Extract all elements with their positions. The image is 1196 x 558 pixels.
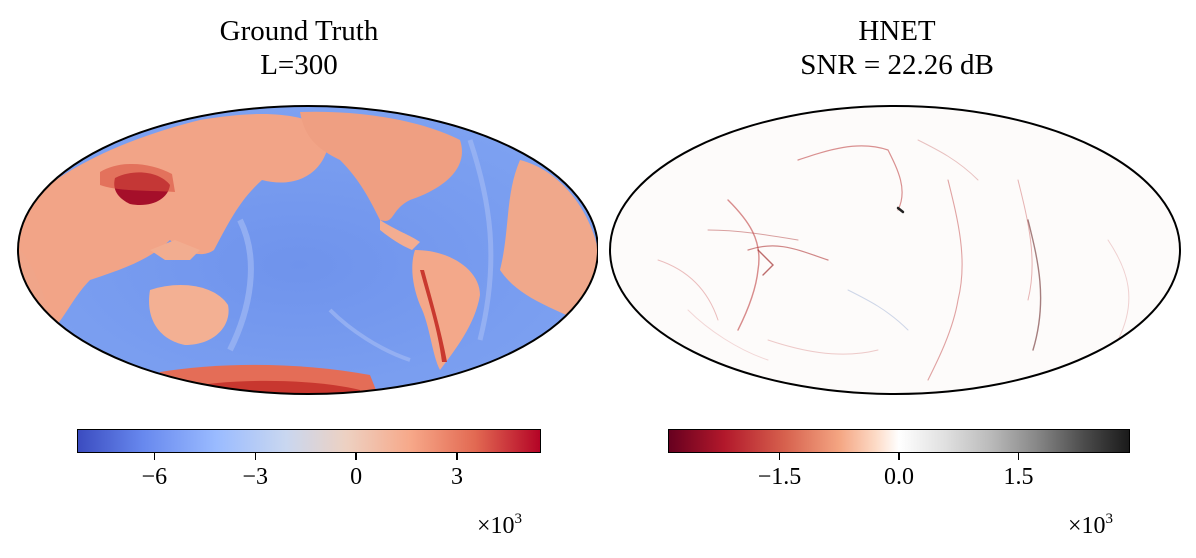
highland: [100, 163, 175, 192]
panel-title: HNET: [858, 15, 936, 47]
panel-subtitle: L=300: [260, 49, 338, 81]
colorbar-multiplier: ×103: [1068, 511, 1114, 539]
colorbar-tick: [778, 453, 781, 460]
landmass: [412, 250, 480, 370]
colorbar: [77, 429, 541, 453]
colorbar-tick: [153, 453, 156, 460]
map-outline: [17, 105, 598, 395]
panel-subtitle: SNR = 22.26 dB: [800, 49, 994, 81]
colorbar-tick: [254, 453, 256, 460]
colorbar-tick-label: 0: [350, 464, 363, 490]
colorbar-tick-label: −1.5: [757, 464, 802, 490]
colorbar-tick-label: −6: [141, 464, 168, 490]
colorbar-tick: [1017, 453, 1020, 460]
antarctica-high: [200, 380, 360, 394]
colorbar-tick-label: 3: [450, 464, 463, 490]
colorbar-tick: [355, 453, 357, 460]
colorbar: [668, 429, 1130, 453]
colorbar-tick: [898, 453, 900, 460]
andes: [420, 270, 447, 362]
landmass: [300, 111, 462, 221]
landmass: [380, 220, 420, 250]
colorbar-tick-label: −3: [242, 464, 268, 490]
hnet-panel: HNET SNR = 22.26 dB: [598, 0, 1196, 558]
hnet-error-map: [609, 105, 1181, 395]
colorbar-tick-label: 1.5: [1003, 464, 1034, 490]
panel-title: Ground Truth: [219, 15, 379, 47]
ground-truth-map: [17, 105, 598, 395]
ground-truth-panel: Ground Truth L=300: [17, 15, 598, 539]
landmass: [18, 114, 330, 340]
colorbar-tick-label: 0.0: [884, 464, 914, 490]
landmass: [149, 285, 229, 345]
colorbar-multiplier: ×103: [477, 511, 523, 539]
map-outline: [609, 105, 1181, 395]
landmass: [150, 240, 200, 260]
landmass: [500, 160, 598, 330]
colorbar-tick: [456, 453, 458, 460]
